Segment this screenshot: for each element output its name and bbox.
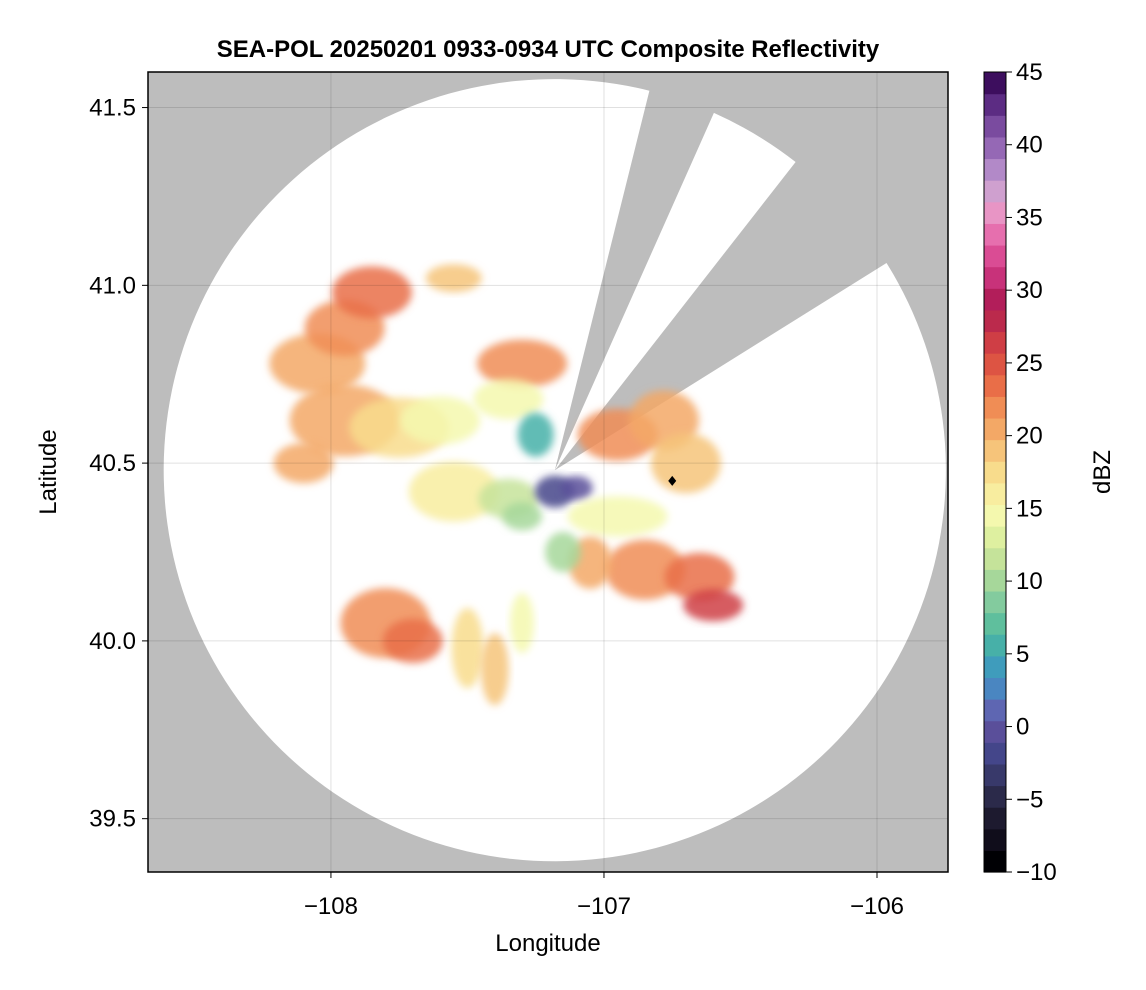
chart-title: SEA-POL 20250201 0933-0934 UTC Composite… bbox=[217, 36, 880, 63]
colorbar-swatch bbox=[984, 655, 1006, 678]
colorbar-swatch bbox=[984, 612, 1006, 635]
echo-cell bbox=[683, 589, 744, 622]
colorbar-swatch bbox=[984, 504, 1006, 527]
colorbar-swatch bbox=[984, 807, 1006, 830]
colorbar-swatch bbox=[984, 461, 1006, 484]
echo-cell bbox=[517, 412, 554, 457]
echo-cell bbox=[604, 539, 685, 600]
colorbar-tick-label: 35 bbox=[1016, 204, 1043, 231]
colorbar-swatch bbox=[984, 353, 1006, 376]
plot-area bbox=[147, 71, 949, 873]
colorbar-swatch bbox=[984, 569, 1006, 592]
colorbar-swatch bbox=[984, 288, 1006, 311]
x-tick-label: −106 bbox=[850, 893, 904, 920]
echo-cell bbox=[331, 266, 412, 319]
colorbar-swatch bbox=[984, 72, 1006, 95]
echo-cell bbox=[664, 552, 735, 601]
colorbar-swatch bbox=[984, 785, 1006, 808]
colorbar-swatch bbox=[984, 677, 1006, 700]
y-tick-label: 41.0 bbox=[89, 272, 136, 299]
colorbar: −10 −5 0 5 10 15 20 25 30 35 40 45 dBZ bbox=[983, 59, 1116, 886]
colorbar-tick-label: 0 bbox=[1016, 714, 1029, 741]
x-axis: −108 −107 −106 bbox=[304, 872, 904, 920]
echo-cell bbox=[400, 396, 481, 445]
x-tick-label: −107 bbox=[577, 893, 631, 920]
colorbar-swatch bbox=[984, 634, 1006, 657]
x-tick-label: −108 bbox=[304, 893, 358, 920]
echo-cell bbox=[473, 379, 544, 420]
colorbar-ticks: −10 −5 0 5 10 15 20 25 30 35 40 45 bbox=[1006, 59, 1057, 886]
colorbar-tick-label: 5 bbox=[1016, 641, 1029, 668]
colorbar-swatch bbox=[984, 742, 1006, 765]
colorbar-tick-label: 15 bbox=[1016, 495, 1043, 522]
colorbar-swatch bbox=[984, 526, 1006, 549]
y-tick-label: 41.5 bbox=[89, 95, 136, 122]
colorbar-tick-label: 45 bbox=[1016, 59, 1043, 86]
echo-cell bbox=[510, 593, 535, 654]
colorbar-swatch bbox=[984, 223, 1006, 246]
colorbar-swatch bbox=[984, 439, 1006, 462]
gridlines bbox=[148, 72, 948, 872]
colorbar-swatch bbox=[984, 482, 1006, 506]
colorbar-swatches bbox=[984, 72, 1006, 873]
colorbar-swatch bbox=[984, 850, 1006, 873]
echo-cell bbox=[567, 496, 668, 537]
echo-cell bbox=[502, 502, 543, 531]
colorbar-swatch bbox=[984, 720, 1006, 743]
colorbar-swatch bbox=[984, 331, 1006, 354]
y-tick-label: 40.0 bbox=[89, 628, 136, 655]
echo-cell bbox=[477, 339, 568, 388]
colorbar-tick-label: −10 bbox=[1016, 859, 1057, 886]
colorbar-label: dBZ bbox=[1089, 450, 1116, 494]
y-tick-label: 40.5 bbox=[89, 450, 136, 477]
echo-cell bbox=[273, 443, 334, 484]
echo-cell bbox=[650, 433, 721, 494]
plot-frame bbox=[147, 71, 949, 873]
colorbar-swatch bbox=[984, 93, 1006, 116]
echo-cell bbox=[560, 476, 593, 500]
echo-cell bbox=[451, 608, 484, 688]
colorbar-swatch bbox=[984, 590, 1006, 614]
colorbar-swatch bbox=[984, 828, 1006, 851]
colorbar-swatch bbox=[984, 309, 1006, 333]
colorbar-tick-label: 20 bbox=[1016, 423, 1043, 450]
echo-cell bbox=[545, 532, 581, 572]
colorbar-tick-label: −5 bbox=[1016, 786, 1043, 813]
colorbar-swatch bbox=[984, 158, 1006, 181]
y-tick-label: 39.5 bbox=[89, 806, 136, 833]
colorbar-swatch bbox=[984, 374, 1006, 397]
colorbar-frame bbox=[983, 71, 1007, 873]
colorbar-tick-label: 25 bbox=[1016, 350, 1043, 377]
x-axis-label: Longitude bbox=[495, 930, 600, 957]
y-axis: 39.5 40.0 40.5 41.0 41.5 bbox=[89, 95, 148, 833]
colorbar-swatch bbox=[984, 547, 1006, 570]
y-axis-label: Latitude bbox=[35, 429, 62, 514]
echo-cell bbox=[480, 633, 509, 706]
colorbar-tick-label: 40 bbox=[1016, 132, 1043, 159]
colorbar-swatch bbox=[984, 699, 1006, 722]
colorbar-swatch bbox=[984, 417, 1006, 441]
colorbar-swatch bbox=[984, 244, 1006, 268]
colorbar-swatch bbox=[984, 201, 1006, 224]
colorbar-swatch bbox=[984, 115, 1006, 138]
colorbar-swatch bbox=[984, 180, 1006, 203]
colorbar-swatch bbox=[984, 396, 1006, 419]
echo-cell bbox=[382, 618, 443, 663]
echo-cell bbox=[408, 461, 499, 522]
colorbar-swatch bbox=[984, 763, 1006, 787]
colorbar-tick-label: 10 bbox=[1016, 568, 1043, 595]
radar-marker-icon bbox=[668, 475, 677, 486]
colorbar-swatch bbox=[984, 136, 1006, 160]
reflectivity-field bbox=[269, 264, 744, 706]
colorbar-tick-label: 30 bbox=[1016, 277, 1043, 304]
echo-cell bbox=[425, 264, 482, 293]
colorbar-swatch bbox=[984, 266, 1006, 289]
